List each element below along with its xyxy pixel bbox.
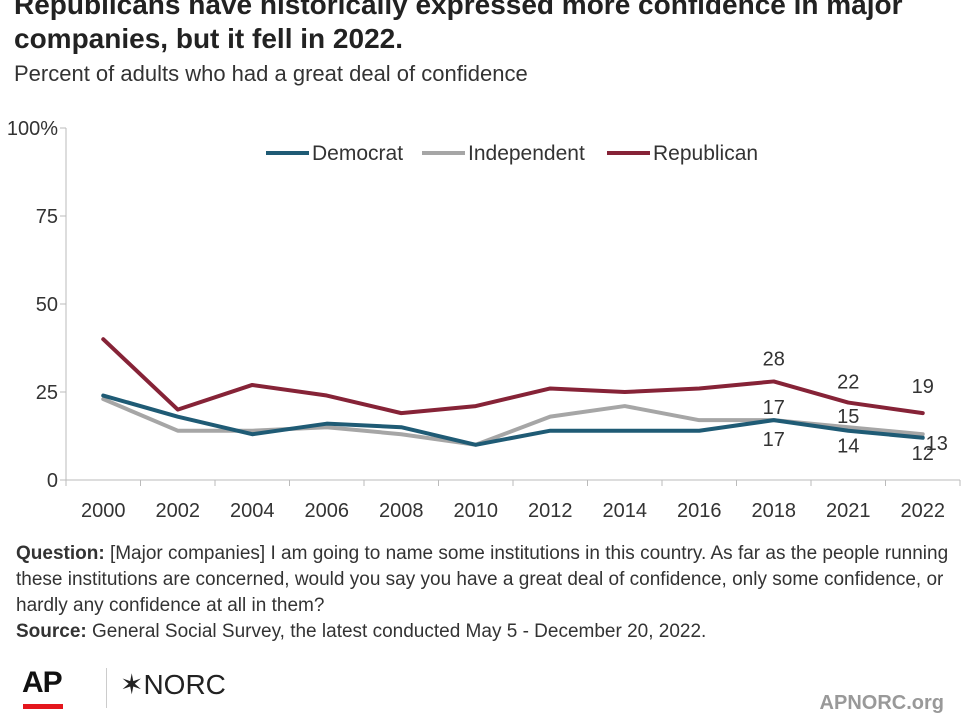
legend-label-independent: Independent xyxy=(468,142,585,165)
source-text: General Social Survey, the latest conduc… xyxy=(86,621,707,642)
question-label: Question: xyxy=(16,543,105,564)
legend-label-republican: Republican xyxy=(653,142,758,165)
ap-logo: AP xyxy=(22,666,63,699)
logo-divider xyxy=(106,668,107,708)
x-tick-label: 2010 xyxy=(454,500,499,522)
line-chart: 0 25 50 75 100% 2000 2002 2004 2006 2008 2010 2012 2… xyxy=(7,118,961,522)
y-tick-label: 50 xyxy=(36,294,58,316)
x-tick-label: 2021 xyxy=(826,500,871,522)
x-tick-label: 2016 xyxy=(677,500,722,522)
x-tick-label: 2002 xyxy=(156,500,201,522)
x-tick-label: 2014 xyxy=(603,500,648,522)
data-label-independent: 17 xyxy=(763,397,785,419)
data-label-democrat: 17 xyxy=(763,429,785,451)
question-text: [Major companies] I am going to name som… xyxy=(16,543,949,616)
norc-logo: ✶NORC xyxy=(120,669,226,700)
data-label-democrat: 12 xyxy=(912,443,934,465)
x-tick-label: 2012 xyxy=(528,500,573,522)
question-note: Question: [Major companies] I am going t… xyxy=(16,541,966,619)
data-label-democrat: 14 xyxy=(837,436,859,458)
y-tick-label: 100% xyxy=(7,118,58,140)
x-tick-label: 2018 xyxy=(752,500,797,522)
ap-logo-underline xyxy=(23,704,63,709)
data-label-republican: 22 xyxy=(837,372,859,394)
data-label-independent: 15 xyxy=(837,406,859,428)
x-tick-label: 2006 xyxy=(305,500,350,522)
y-tick-label: 25 xyxy=(36,382,58,404)
series-line-democrat xyxy=(101,393,925,447)
data-label-republican: 19 xyxy=(912,376,934,398)
chart-subtitle: Percent of adults who had a great deal o… xyxy=(14,61,528,86)
legend-label-democrat: Democrat xyxy=(312,142,403,165)
footnote: Question: [Major companies] I am going t… xyxy=(16,541,966,645)
y-tick-label: 0 xyxy=(47,470,58,492)
x-tick-label: 2004 xyxy=(230,500,275,522)
source-note: Source: General Social Survey, the lates… xyxy=(16,619,966,645)
x-tick-label: 2000 xyxy=(81,500,126,522)
site-url: APNORC.org xyxy=(819,692,944,714)
x-tick-label: 2022 xyxy=(901,500,946,522)
data-label-independent: 13 xyxy=(926,433,948,455)
chart-title: Republicans have historically expressed … xyxy=(14,0,903,54)
y-tick-label: 75 xyxy=(36,206,58,228)
source-label: Source: xyxy=(16,621,87,642)
data-label-republican: 28 xyxy=(763,348,785,370)
x-tick-label: 2008 xyxy=(379,500,424,522)
series-line-republican xyxy=(101,337,925,416)
